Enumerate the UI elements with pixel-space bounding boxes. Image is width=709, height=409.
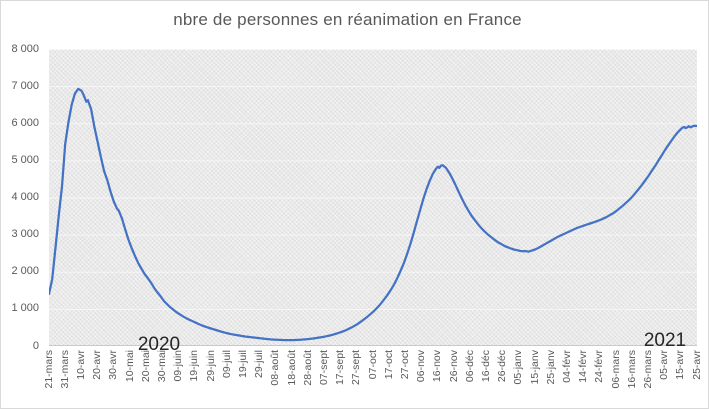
x-axis-tick-label: 17-sept xyxy=(334,350,347,386)
x-axis-tick-label: 25-avr xyxy=(690,350,703,380)
x-axis-tick-label: 24-févr xyxy=(593,350,606,383)
y-axis-tick-label: 8 000 xyxy=(11,42,39,55)
x-axis-tick-label: 25-janv xyxy=(544,350,557,385)
x-axis-tick-label: 15-avr xyxy=(674,350,687,380)
x-axis-tick-label: 10-avr xyxy=(74,350,87,380)
x-axis-tick-label: 29-juil xyxy=(253,350,266,379)
x-axis-tick-label: 06-nov xyxy=(415,350,428,383)
year-label-2021: 2021 xyxy=(643,330,687,351)
chart-title: nbre de personnes en réanimation en Fran… xyxy=(173,10,522,29)
x-axis-tick-label: 19-juin xyxy=(188,350,201,382)
x-axis-tick-label: 08-août xyxy=(269,350,282,386)
x-axis-tick-label: 17-oct xyxy=(382,350,395,380)
x-axis-tick-label: 06-déc xyxy=(463,350,476,383)
x-axis-tick-label: 16-nov xyxy=(431,350,444,383)
plot-area xyxy=(49,49,697,346)
x-axis-tick-label: 09-juin xyxy=(172,350,185,382)
x-axis-tick-label: 06-mars xyxy=(609,350,622,389)
y-axis-tick-label: 5 000 xyxy=(11,153,39,166)
x-axis-tick-label: 27-oct xyxy=(398,350,411,380)
gridlines xyxy=(49,49,697,310)
data-series-line xyxy=(49,87,697,342)
x-axis-tick-label: 14-févr xyxy=(577,350,590,383)
y-axis-tick-label: 2 000 xyxy=(11,265,39,278)
y-axis-tick-label: 3 000 xyxy=(11,228,39,241)
x-axis-tick-label: 19-juil xyxy=(236,350,249,379)
x-axis-tick-label: 04-févr xyxy=(560,350,573,383)
x-axis-tick-label: 31-mars xyxy=(58,350,71,389)
x-axis-tick-label: 28-août xyxy=(301,350,314,386)
x-axis-tick-label: 29-juin xyxy=(204,350,217,382)
x-axis-tick-label: 05-janv xyxy=(512,350,525,385)
y-axis-tick-label: 0 xyxy=(32,339,39,352)
x-axis-tick-label: 20-avr xyxy=(91,350,104,380)
x-axis-tick-label: 07-oct xyxy=(366,350,379,380)
x-axis-tick-label: 09-juil xyxy=(220,350,233,379)
x-axis-tick-label: 15-janv xyxy=(528,350,541,385)
x-axis-tick-label: 07-sept xyxy=(317,350,330,386)
y-axis-tick-label: 6 000 xyxy=(11,116,39,129)
x-axis-tick-label: 26-mars xyxy=(641,350,654,389)
x-axis-tick-label: 26-nov xyxy=(447,350,460,383)
y-axis-tick-label: 7 000 xyxy=(11,79,39,92)
x-axis-tick-label: 21-mars xyxy=(42,350,55,389)
x-axis-tick-label: 18-août xyxy=(285,350,298,386)
x-axis-tick-label: 30-mai xyxy=(155,350,168,383)
x-axis-tick-label: 20-mai xyxy=(139,350,152,383)
year-label-2020: 2020 xyxy=(137,334,181,355)
line-chart-svg xyxy=(49,49,697,346)
x-axis-tick-label: 26-déc xyxy=(496,350,509,383)
y-axis-tick-label: 4 000 xyxy=(11,191,39,203)
x-axis-tick-label: 27-sept xyxy=(350,350,363,386)
x-axis-tick-label: 05-avr xyxy=(658,350,671,380)
x-axis-tick-label: 16-déc xyxy=(479,350,492,383)
x-axis-tick-label: 16-mars xyxy=(625,350,638,389)
x-axis-tick-label: 10-mai xyxy=(123,350,136,383)
x-axis-tick-label: 30-avr xyxy=(107,350,120,380)
y-axis-tick-label: 1 000 xyxy=(11,302,39,315)
